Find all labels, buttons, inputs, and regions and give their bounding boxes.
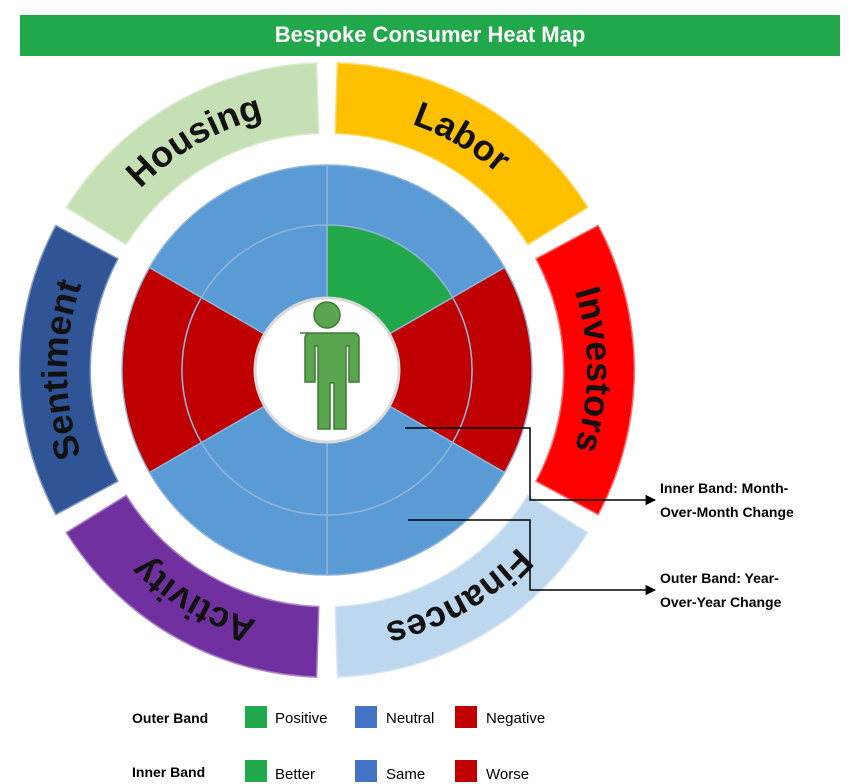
legend-swatch	[355, 760, 377, 782]
legend-item-label: Worse	[486, 766, 529, 783]
callout-line	[405, 427, 657, 506]
title: Bespoke Consumer Heat Map	[275, 22, 586, 47]
person-body	[300, 332, 360, 430]
outer-ring-sector	[63, 492, 322, 680]
outer-ring-sector	[332, 492, 591, 680]
callout-text: Inner Band: Month-	[660, 480, 789, 496]
legend-item-label: Negative	[486, 710, 545, 727]
callout-text: Over-Year Change	[660, 594, 782, 610]
person-head	[313, 301, 341, 329]
outer-ring-sector	[532, 222, 637, 518]
legend-item-label: Positive	[275, 710, 328, 727]
legend-swatch	[245, 706, 267, 728]
legend-swatch	[455, 706, 477, 728]
legend-item-label: Neutral	[386, 710, 434, 727]
outer-ring-sector	[63, 60, 322, 248]
callout-text: Outer Band: Year-	[660, 570, 779, 586]
person-icon	[300, 301, 360, 430]
legend-row-label: Outer Band	[132, 710, 208, 726]
legend-item-label: Better	[275, 766, 315, 783]
outer-ring-sector	[17, 222, 122, 518]
legend-row-label: Inner Band	[132, 764, 205, 780]
callout-text: Over-Month Change	[660, 504, 794, 520]
title-bar	[20, 15, 840, 56]
legend-item-label: Same	[386, 766, 425, 783]
legend-swatch	[455, 760, 477, 782]
legend-swatch	[245, 760, 267, 782]
callout-line	[408, 519, 657, 596]
outer-ring-sector	[332, 60, 591, 248]
legend-swatch	[355, 706, 377, 728]
